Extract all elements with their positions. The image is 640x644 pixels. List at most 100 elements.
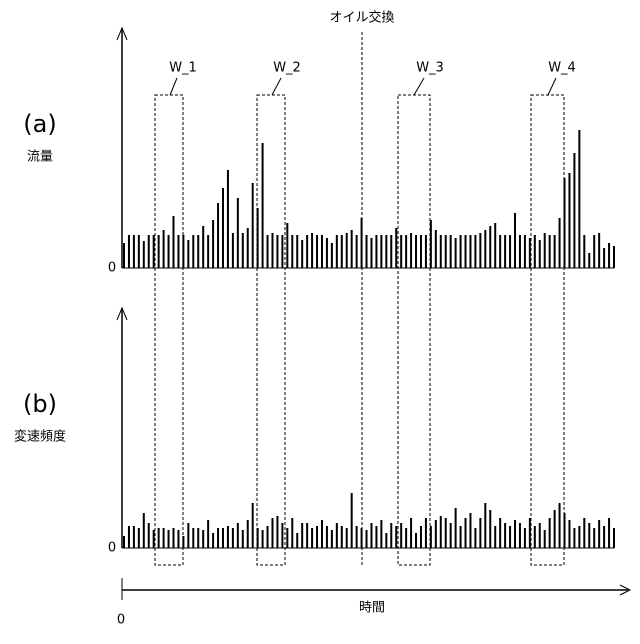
- leader: [414, 78, 424, 95]
- bar: [529, 238, 531, 268]
- bar: [489, 510, 491, 548]
- bar: [361, 218, 363, 268]
- bar: [380, 235, 382, 268]
- window-label: W_2: [273, 61, 301, 76]
- bar: [346, 233, 348, 268]
- bar: [153, 235, 155, 268]
- bar: [430, 220, 432, 268]
- bar: [410, 233, 412, 268]
- bar: [148, 235, 150, 268]
- bar: [405, 235, 407, 268]
- window: [155, 95, 183, 565]
- bar: [519, 235, 521, 268]
- bar: [578, 130, 580, 268]
- bar: [207, 520, 209, 548]
- bar: [593, 528, 595, 548]
- bar: [326, 526, 328, 548]
- bar: [593, 235, 595, 268]
- bar: [460, 526, 462, 548]
- bar: [222, 528, 224, 548]
- bar: [440, 235, 442, 268]
- panel-label: (b): [23, 390, 57, 418]
- bar: [559, 218, 561, 268]
- bar: [138, 528, 140, 548]
- bar: [450, 523, 452, 548]
- bar: [351, 230, 353, 268]
- bar: [435, 520, 437, 548]
- bar: [296, 235, 298, 268]
- bar: [494, 526, 496, 548]
- bar: [474, 528, 476, 548]
- bar: [400, 235, 402, 268]
- bar: [217, 203, 219, 268]
- bar: [385, 533, 387, 548]
- bar: [276, 516, 278, 548]
- bar: [202, 226, 204, 268]
- window-label: W_3: [416, 61, 444, 76]
- bar: [227, 526, 229, 548]
- bar: [168, 235, 170, 268]
- bar: [356, 235, 358, 268]
- bar: [291, 235, 293, 268]
- bar: [559, 503, 561, 548]
- bar: [192, 235, 194, 268]
- bar: [534, 526, 536, 548]
- bar: [168, 530, 170, 548]
- bar: [568, 520, 570, 548]
- bar: [336, 235, 338, 268]
- bar: [534, 235, 536, 268]
- bar: [341, 235, 343, 268]
- bar: [395, 526, 397, 548]
- bar: [267, 526, 269, 548]
- bar: [276, 235, 278, 268]
- bar: [252, 503, 254, 548]
- y-label: 流量: [27, 150, 53, 165]
- bar: [499, 235, 501, 268]
- bar: [519, 523, 521, 548]
- bar: [564, 178, 566, 268]
- leader: [548, 78, 556, 95]
- bar: [301, 523, 303, 548]
- bar: [445, 235, 447, 268]
- bar: [257, 208, 259, 268]
- bar: [123, 536, 125, 548]
- bar: [469, 235, 471, 268]
- bar: [583, 235, 585, 268]
- bar: [316, 526, 318, 548]
- bar: [524, 528, 526, 548]
- bar: [539, 240, 541, 268]
- bar: [138, 235, 140, 268]
- bar: [192, 528, 194, 548]
- bar: [306, 523, 308, 548]
- bar: [613, 246, 615, 268]
- event-label: オイル交換: [329, 10, 394, 26]
- bar: [281, 523, 283, 548]
- bar: [564, 513, 566, 548]
- bar: [554, 510, 556, 548]
- bar: [539, 523, 541, 548]
- bar: [133, 526, 135, 548]
- bar: [227, 170, 229, 268]
- bar: [281, 235, 283, 268]
- bar: [242, 233, 244, 268]
- bar: [346, 528, 348, 548]
- bar: [153, 530, 155, 548]
- bar: [296, 533, 298, 548]
- bar: [128, 235, 130, 268]
- bar: [435, 230, 437, 268]
- bar: [177, 530, 179, 548]
- bar: [197, 235, 199, 268]
- bar: [331, 243, 333, 268]
- leader: [272, 78, 281, 95]
- bar: [286, 528, 288, 548]
- bar: [484, 503, 486, 548]
- bar: [608, 243, 610, 268]
- bar: [415, 533, 417, 548]
- bar: [197, 528, 199, 548]
- bar: [133, 235, 135, 268]
- panel-label: (a): [23, 110, 56, 138]
- bar: [217, 528, 219, 548]
- bar: [202, 530, 204, 548]
- bar: [237, 523, 239, 548]
- bar: [267, 235, 269, 268]
